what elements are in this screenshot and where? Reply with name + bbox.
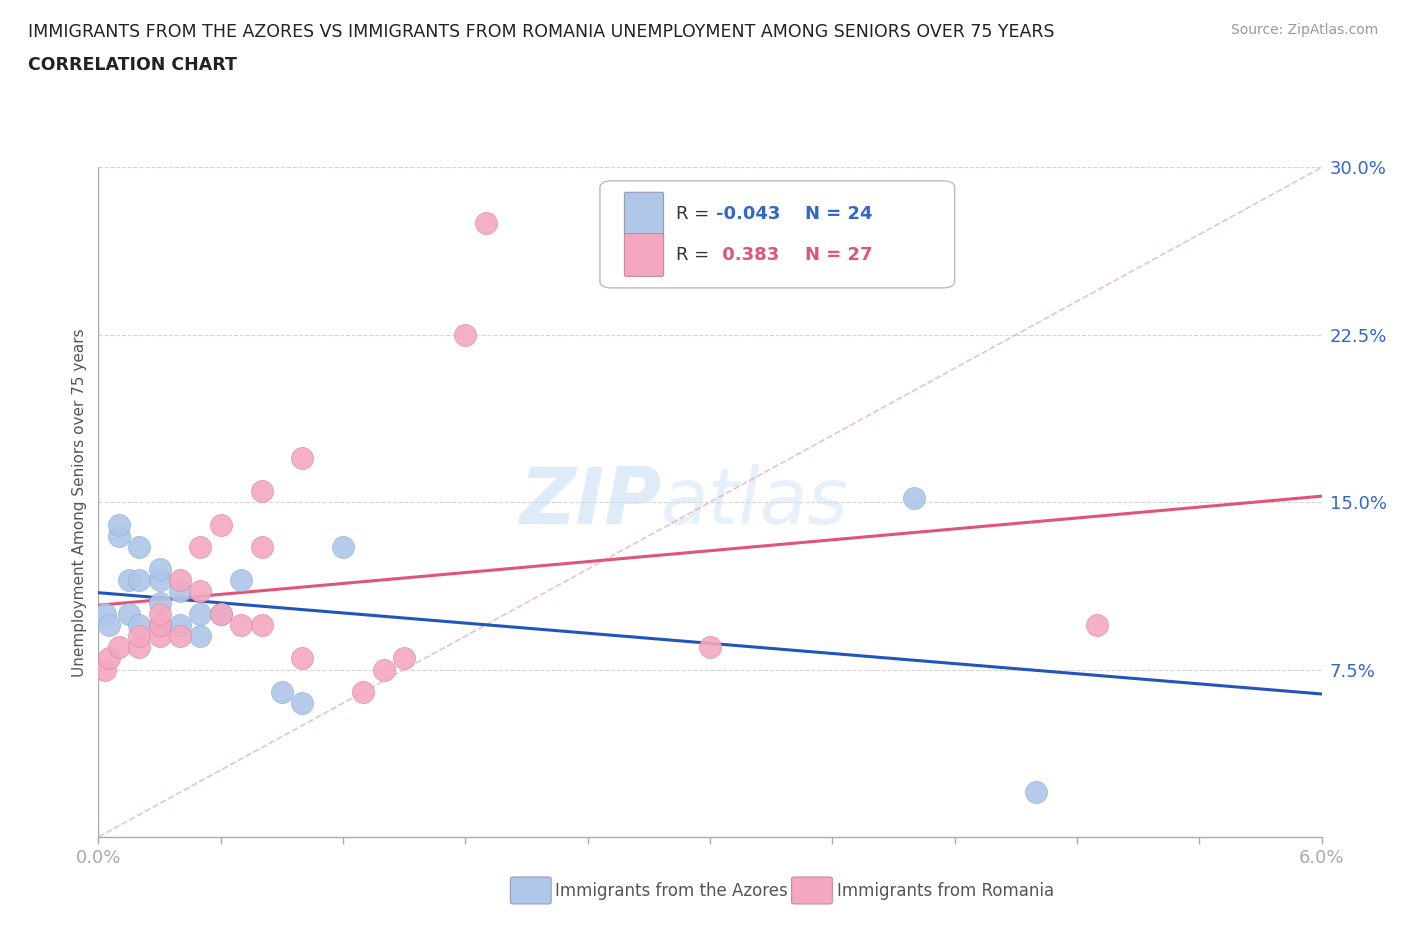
- Point: [270, 684, 292, 699]
- Point: [149, 618, 172, 632]
- FancyBboxPatch shape: [600, 180, 955, 288]
- Point: [250, 618, 273, 632]
- Point: [169, 573, 191, 588]
- Point: [291, 651, 314, 666]
- Y-axis label: Unemployment Among Seniors over 75 years: Unemployment Among Seniors over 75 years: [72, 328, 87, 676]
- Text: R =: R =: [676, 205, 714, 223]
- Point: [231, 618, 253, 632]
- Point: [188, 629, 212, 644]
- Point: [149, 562, 172, 577]
- Point: [332, 539, 354, 554]
- Point: [291, 450, 314, 465]
- Point: [97, 651, 120, 666]
- FancyBboxPatch shape: [624, 233, 664, 276]
- Text: CORRELATION CHART: CORRELATION CHART: [28, 56, 238, 73]
- Point: [209, 517, 232, 532]
- Point: [231, 573, 253, 588]
- Point: [128, 573, 150, 588]
- Text: Source: ZipAtlas.com: Source: ZipAtlas.com: [1230, 23, 1378, 37]
- Point: [454, 327, 477, 342]
- Point: [373, 662, 395, 677]
- Point: [108, 640, 131, 655]
- Point: [108, 528, 131, 543]
- Text: N = 24: N = 24: [806, 205, 873, 223]
- Point: [209, 606, 232, 621]
- Point: [188, 539, 212, 554]
- Point: [188, 606, 212, 621]
- Point: [128, 618, 150, 632]
- Text: 0.383: 0.383: [716, 246, 779, 264]
- Point: [188, 584, 212, 599]
- Point: [128, 539, 150, 554]
- Point: [149, 595, 172, 610]
- Point: [209, 606, 232, 621]
- Point: [108, 517, 131, 532]
- Point: [149, 618, 172, 632]
- Point: [128, 640, 150, 655]
- Text: atlas: atlas: [661, 464, 849, 540]
- Point: [118, 573, 141, 588]
- Point: [169, 629, 191, 644]
- Point: [128, 629, 150, 644]
- Point: [1085, 618, 1108, 632]
- Point: [699, 640, 721, 655]
- Text: -0.043: -0.043: [716, 205, 780, 223]
- Point: [352, 684, 374, 699]
- Text: Immigrants from Romania: Immigrants from Romania: [837, 882, 1053, 900]
- Point: [291, 696, 314, 711]
- Point: [392, 651, 416, 666]
- Point: [1025, 785, 1047, 800]
- Point: [169, 584, 191, 599]
- Point: [149, 606, 172, 621]
- Point: [250, 539, 273, 554]
- Point: [149, 573, 172, 588]
- Text: R =: R =: [676, 246, 714, 264]
- Text: ZIP: ZIP: [519, 464, 661, 540]
- Point: [169, 618, 191, 632]
- Point: [93, 606, 115, 621]
- Point: [93, 662, 115, 677]
- Point: [474, 216, 498, 231]
- Text: N = 27: N = 27: [806, 246, 873, 264]
- Text: Immigrants from the Azores: Immigrants from the Azores: [555, 882, 789, 900]
- Point: [903, 490, 925, 505]
- Point: [149, 629, 172, 644]
- Point: [97, 618, 120, 632]
- Point: [118, 606, 141, 621]
- Text: IMMIGRANTS FROM THE AZORES VS IMMIGRANTS FROM ROMANIA UNEMPLOYMENT AMONG SENIORS: IMMIGRANTS FROM THE AZORES VS IMMIGRANTS…: [28, 23, 1054, 41]
- FancyBboxPatch shape: [624, 193, 664, 235]
- Point: [250, 484, 273, 498]
